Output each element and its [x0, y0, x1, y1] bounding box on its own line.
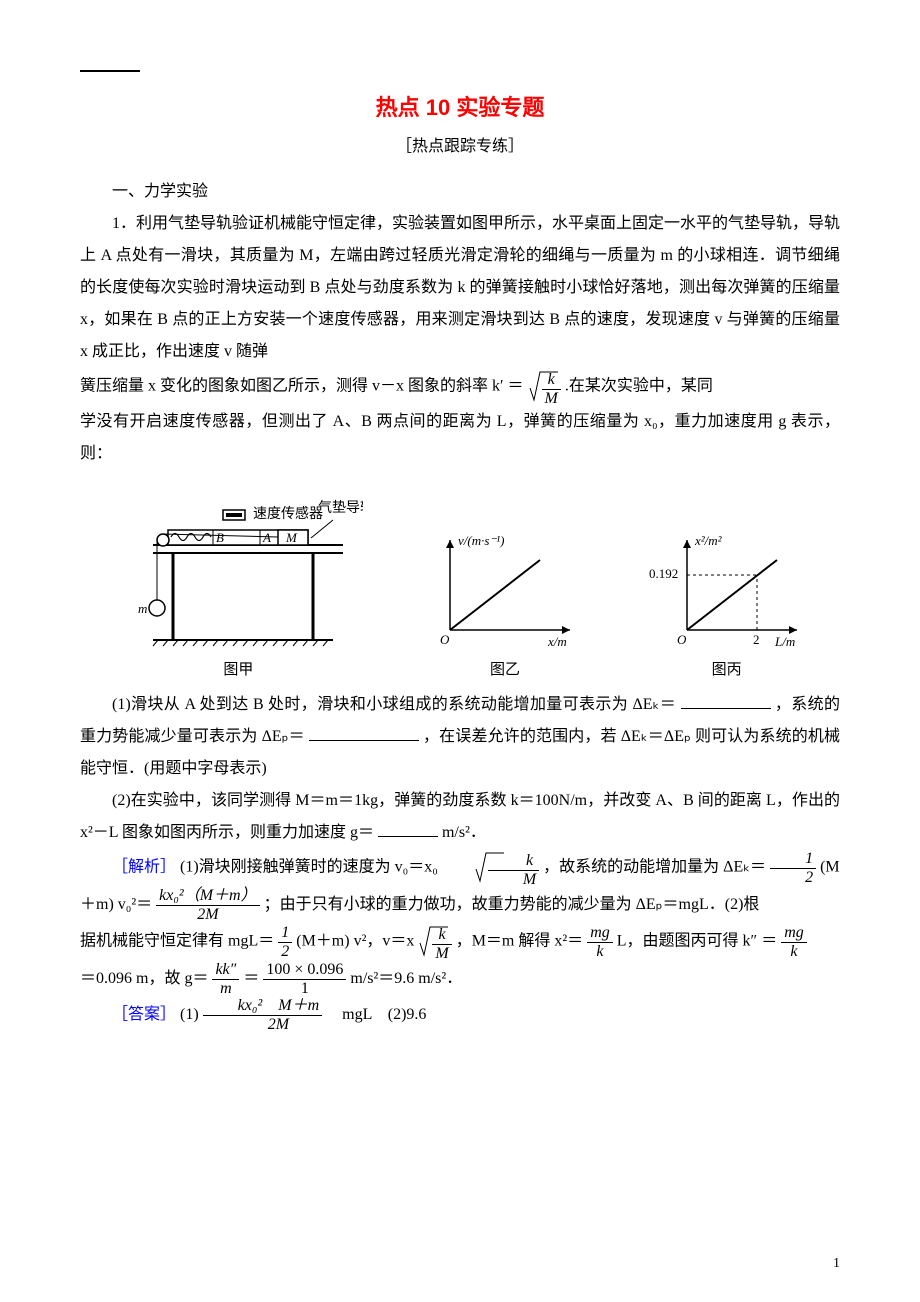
mass-m-label: m [138, 601, 147, 616]
ytick-label: 0.192 [649, 566, 678, 581]
text: ＝ [243, 970, 259, 987]
analysis-line-3: 据机械能守恒定律有 mgL＝ 12 (M＋m) v²，v＝x kM ，M＝m 解… [80, 923, 840, 961]
block-M-label: M [285, 530, 298, 545]
problem-text: 1．利用气垫导轨验证机械能守恒定律，实验装置如图甲所示，水平桌面上固定一水平的气… [80, 215, 840, 360]
text: ，M＝m 解得 x²＝ [456, 933, 583, 950]
problem-text: 簧压缩量 x 变化的图象如图乙所示，测得 v－x 图象的斜率 k′ ＝ [80, 378, 524, 395]
figure-caption: 图甲 [223, 658, 253, 679]
analysis-line-1: ［解析］ (1)滑块刚接触弹簧时的速度为 v₀＝x₀ kM ，故系统的动能增加量… [80, 849, 840, 887]
fraction-half: 12 [770, 850, 816, 886]
text: m/s²． [442, 824, 486, 841]
sqrt-formula: kM [418, 923, 451, 961]
figure-jia: 速度传感器 M B A 气垫导轨 [113, 490, 363, 679]
problem-statement-2: 簧压缩量 x 变化的图象如图乙所示，测得 v－x 图象的斜率 k′ ＝ kM .… [80, 368, 840, 406]
text: (1) [180, 1006, 199, 1023]
blank-input[interactable] [378, 820, 438, 837]
figure-caption: 图乙 [490, 658, 520, 679]
text: 据机械能守恒定律有 mgL＝ [80, 933, 274, 950]
blank-input[interactable] [309, 724, 419, 741]
text: ＋m) v₀²＝ [80, 896, 152, 913]
blank-input[interactable] [681, 692, 771, 709]
point-B-label: B [216, 530, 224, 545]
page-subtitle: ［热点跟踪专练］ [80, 132, 840, 156]
text: (1)滑块刚接触弹簧时的速度为 v₀＝x₀ [180, 859, 438, 876]
figure-yi: v/(m·s⁻¹) x/m O 图乙 [430, 530, 580, 679]
problem-statement-3: 学没有开启速度传感器，但测出了 A、B 两点间的距离为 L，弹簧的压缩量为 x₀… [80, 406, 840, 470]
question-1: (1)滑块从 A 处到达 B 处时，滑块和小球组成的系统动能增加量可表示为 ΔE… [80, 689, 840, 785]
fraction-main: kx₀²（M＋m）2M [156, 887, 259, 923]
figure-bing: x²/m² L/m O 0.192 2 图丙 [647, 530, 807, 679]
fraction-mgk: mgk [587, 924, 613, 960]
point-A-label: A [262, 530, 271, 545]
text: m/s²＝9.6 m/s²． [350, 970, 462, 987]
x-axis-label: L/m [774, 634, 795, 649]
text: (M＋m) v²，v＝x [296, 933, 414, 950]
question-2: (2)在实验中，该同学测得 M＝m＝1kg，弹簧的劲度系数 k＝100N/m，并… [80, 785, 840, 849]
header-line [80, 70, 140, 72]
problem-text: 学没有开启速度传感器，但测出了 A、B 两点间的距离为 L，弹簧的压缩量为 x₀… [80, 413, 840, 462]
fraction-calc: 100 × 0.0961 [263, 961, 346, 997]
page-number: 1 [833, 1256, 840, 1272]
sqrt-formula: kM [442, 849, 539, 887]
text: ；由于只有小球的重力做功，故重力势能的减少量为 ΔEₚ＝mgL．(2)根 [264, 896, 760, 913]
fraction-answer: kx₀² M＋m2M [203, 997, 322, 1033]
section-heading: 一、力学实验 [80, 176, 840, 208]
analysis-label: ［解析］ [112, 859, 176, 876]
origin-label: O [440, 632, 450, 647]
fraction-half: 12 [278, 924, 292, 960]
page-title: 热点 10 实验专题 [80, 90, 840, 122]
figure-row: 速度传感器 M B A 气垫导轨 [80, 490, 840, 679]
problem-text: .在某次实验中，某同 [565, 378, 713, 395]
y-axis-label: x²/m² [694, 533, 723, 548]
fraction-mgk: mgk [781, 924, 807, 960]
text: ＝0.096 m，故 g＝ [80, 970, 208, 987]
text: mgL (2)9.6 [326, 1006, 426, 1023]
text: (1)滑块从 A 处到达 B 处时，滑块和小球组成的系统动能增加量可表示为 ΔE… [112, 696, 676, 713]
analysis-line-2: ＋m) v₀²＝ kx₀²（M＋m）2M ；由于只有小球的重力做功，故重力势能的… [80, 887, 840, 923]
origin-label: O [677, 632, 687, 647]
fraction-kkm: kk″m [212, 961, 239, 997]
analysis-line-4: ＝0.096 m，故 g＝ kk″m ＝ 100 × 0.0961 m/s²＝9… [80, 961, 840, 997]
rail-label: 气垫导轨 [318, 500, 363, 516]
problem-statement-1: 1．利用气垫导轨验证机械能守恒定律，实验装置如图甲所示，水平桌面上固定一水平的气… [80, 208, 840, 368]
y-axis-label: v/(m·s⁻¹) [458, 533, 505, 548]
apparatus-diagram: 速度传感器 M B A 气垫导轨 [113, 490, 363, 650]
answer-line: ［答案］ (1) kx₀² M＋m2M mgL (2)9.6 [80, 997, 840, 1033]
text: (M [820, 859, 840, 876]
figure-caption: 图丙 [712, 658, 742, 679]
x2-L-graph: x²/m² L/m O 0.192 2 [647, 530, 807, 650]
text: L，由题图丙可得 k″ ＝ [617, 933, 777, 950]
xtick-label: 2 [753, 632, 760, 647]
x-axis-label: x/m [547, 634, 567, 649]
v-x-graph: v/(m·s⁻¹) x/m O [430, 530, 580, 650]
answer-label: ［答案］ [112, 1006, 176, 1023]
sensor-label: 速度传感器 [253, 505, 323, 522]
text: ，故系统的动能增加量为 ΔEₖ＝ [543, 859, 766, 876]
sqrt-formula: kM [528, 368, 561, 406]
